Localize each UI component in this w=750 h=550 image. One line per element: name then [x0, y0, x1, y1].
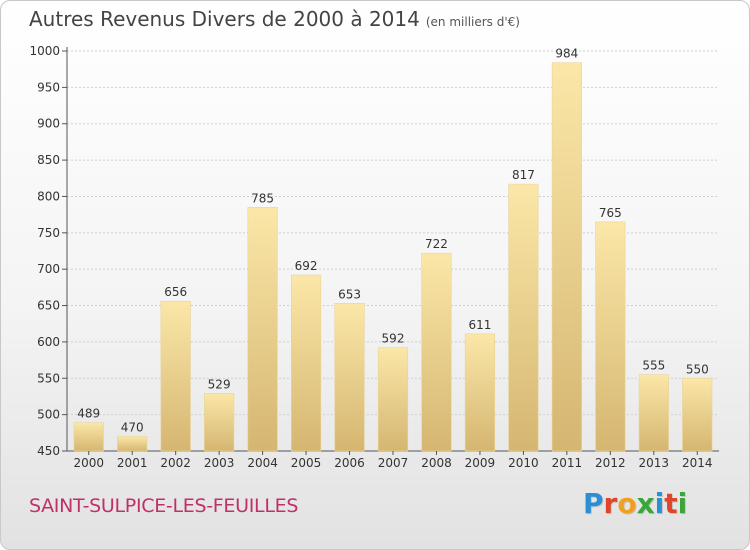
y-tick-label-900: 900	[37, 117, 60, 131]
y-tick-label-550: 550	[37, 371, 60, 385]
x-tick-label-2013: 2013	[639, 456, 670, 470]
y-tick-label-1000: 1000	[29, 44, 60, 58]
y-tick-label-650: 650	[37, 299, 60, 313]
bar-2011	[551, 62, 582, 452]
value-label-2008: 722	[425, 237, 448, 251]
chart-title: Autres Revenus Divers de 2000 à 2014 (en …	[29, 7, 520, 31]
x-tick-label-2007: 2007	[378, 456, 409, 470]
value-label-2000: 489	[77, 407, 100, 421]
value-label-2002: 656	[164, 285, 187, 299]
logo-letter: i	[677, 487, 688, 520]
x-tick-label-2012: 2012	[595, 456, 626, 470]
logo-letter: o	[617, 487, 637, 520]
y-tick-label-800: 800	[37, 189, 60, 203]
value-label-2006: 653	[338, 287, 361, 301]
value-label-2007: 592	[382, 332, 405, 346]
bar-2007	[377, 347, 409, 452]
value-label-2001: 470	[121, 420, 144, 434]
bar-2004	[247, 207, 278, 452]
value-label-2013: 555	[642, 359, 665, 373]
y-tick-label-950: 950	[37, 80, 60, 94]
value-label-2003: 529	[208, 378, 231, 392]
x-tick-label-2011: 2011	[552, 456, 583, 470]
y-tick-label-500: 500	[37, 408, 60, 422]
x-tick-label-2006: 2006	[334, 456, 365, 470]
value-label-2014: 550	[686, 362, 709, 376]
bar-2002	[160, 300, 191, 452]
bar-2012	[595, 221, 626, 452]
value-label-2005: 692	[295, 259, 318, 273]
y-tick-label-450: 450	[37, 444, 60, 458]
bar-2009	[464, 333, 496, 452]
y-tick-label-850: 850	[37, 153, 60, 167]
town-name: SAINT-SULPICE-LES-FEUILLES	[29, 495, 299, 517]
y-tick-label-750: 750	[37, 226, 60, 240]
x-tick-label-2009: 2009	[465, 456, 496, 470]
value-label-2012: 765	[599, 206, 622, 220]
value-label-2004: 785	[251, 191, 274, 205]
value-label-2009: 611	[468, 318, 491, 332]
bar-2001	[117, 436, 148, 452]
x-tick-label-2005: 2005	[291, 456, 322, 470]
proxiti-logo: Proxiti	[583, 487, 687, 520]
x-tick-label-2010: 2010	[508, 456, 539, 470]
x-tick-label-2014: 2014	[682, 456, 713, 470]
bar-2013	[638, 374, 669, 452]
logo-letter: r	[603, 487, 618, 520]
logo-letter: P	[583, 487, 604, 520]
value-label-2011: 984	[555, 47, 578, 61]
title-text: Autres Revenus Divers de 2000 à 2014	[29, 7, 420, 31]
y-tick-label-700: 700	[37, 262, 60, 276]
x-tick-label-2004: 2004	[247, 456, 278, 470]
bar-2010	[508, 183, 539, 452]
x-tick-label-2002: 2002	[160, 456, 191, 470]
logo-letter: x	[636, 487, 655, 520]
x-tick-label-2003: 2003	[204, 456, 235, 470]
bar-2006	[334, 303, 365, 452]
bar-2003	[204, 393, 235, 452]
x-tick-label-2001: 2001	[117, 456, 148, 470]
x-tick-label-2008: 2008	[421, 456, 452, 470]
bar-2014	[682, 377, 713, 452]
logo-letter: i	[654, 487, 665, 520]
y-tick-label-600: 600	[37, 335, 60, 349]
bar-2005	[290, 274, 322, 452]
value-label-2010: 817	[512, 168, 535, 182]
x-tick-label-2000: 2000	[73, 456, 104, 470]
bar-2008	[421, 252, 452, 452]
bar-2000	[73, 422, 104, 452]
logo-letter: t	[664, 487, 678, 520]
chart-subtitle: (en milliers d'€)	[425, 15, 520, 29]
